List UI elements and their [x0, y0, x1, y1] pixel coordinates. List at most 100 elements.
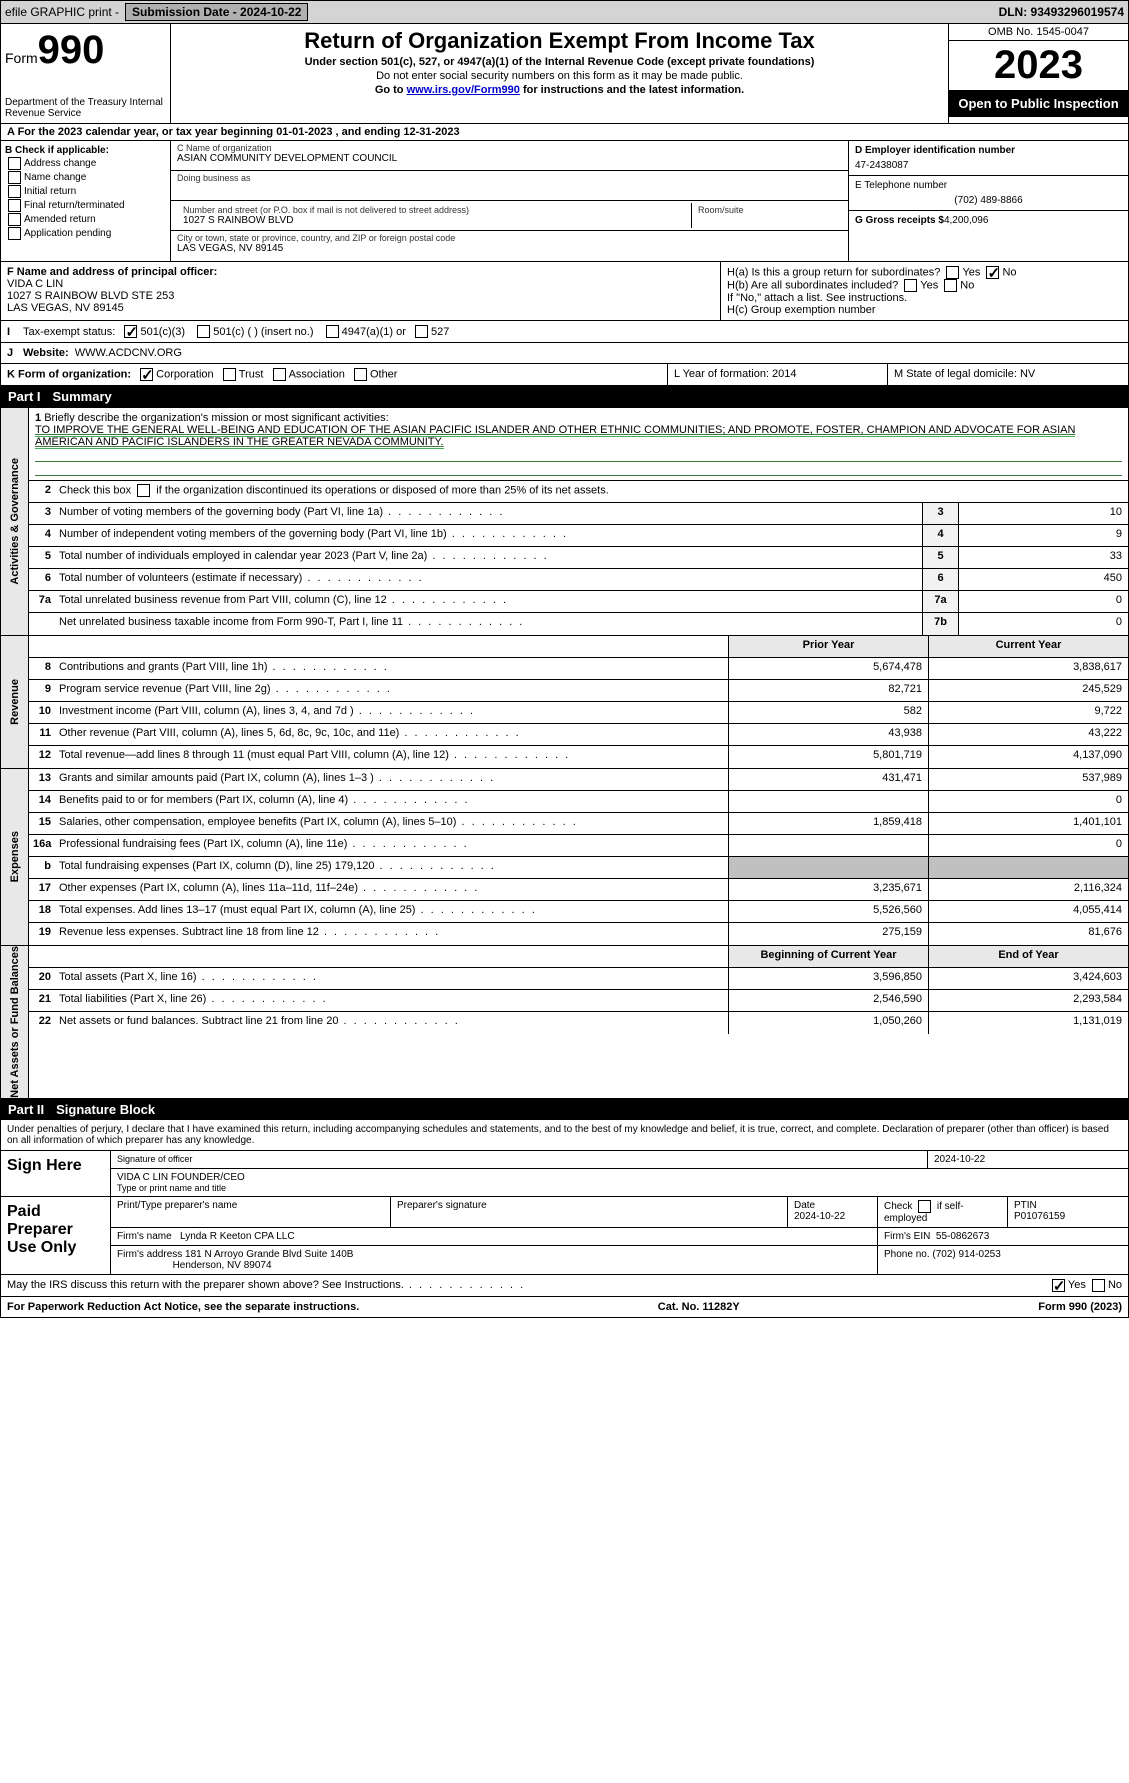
expense-row: 15Salaries, other compensation, employee…: [29, 813, 1128, 835]
chk-trust[interactable]: [223, 368, 236, 381]
chk-address[interactable]: Address change: [5, 157, 166, 170]
form-org-row: K Form of organization: Corporation Trus…: [1, 364, 668, 385]
chk-527[interactable]: [415, 325, 428, 338]
expenses-section: Expenses 13Grants and similar amounts pa…: [0, 769, 1129, 946]
row-a: A For the 2023 calendar year, or tax yea…: [0, 124, 1129, 141]
ein-value: 47-2438087: [855, 160, 1122, 171]
firm-addr1: 181 N Arroyo Grande Blvd Suite 140B: [185, 1249, 353, 1260]
discuss-row: May the IRS discuss this return with the…: [0, 1275, 1129, 1297]
sign-here-table: Sign Here Signature of officer2024-10-22…: [1, 1150, 1128, 1196]
chk-assoc[interactable]: [273, 368, 286, 381]
dept-label: Department of the Treasury Internal Reve…: [5, 97, 166, 119]
mission-text: TO IMPROVE THE GENERAL WELL-BEING AND ED…: [35, 424, 1075, 449]
row-f-h: F Name and address of principal officer:…: [0, 262, 1129, 321]
chk-501c[interactable]: [197, 325, 210, 338]
hb-no[interactable]: [944, 279, 957, 292]
cat-no: Cat. No. 11282Y: [658, 1301, 740, 1313]
netassets-row: 22Net assets or fund balances. Subtract …: [29, 1012, 1128, 1034]
year-formation: L Year of formation: 2014: [668, 364, 888, 385]
expense-row: bTotal fundraising expenses (Part IX, co…: [29, 857, 1128, 879]
col-d: D Employer identification number 47-2438…: [848, 141, 1128, 261]
chk-self-employed[interactable]: [918, 1200, 931, 1213]
revenue-section: Revenue Prior YearCurrent Year 8Contribu…: [0, 636, 1129, 769]
form-header: Form990 Department of the Treasury Inter…: [0, 24, 1129, 124]
paid-preparer-table: Paid Preparer Use Only Print/Type prepar…: [1, 1196, 1128, 1274]
org-name-row: C Name of organization ASIAN COMMUNITY D…: [171, 141, 848, 171]
efile-label: efile GRAPHIC print -: [5, 5, 119, 19]
chk-final[interactable]: Final return/terminated: [5, 199, 166, 212]
revenue-row: 11Other revenue (Part VIII, column (A), …: [29, 724, 1128, 746]
firm-addr2: Henderson, NV 89074: [173, 1260, 272, 1271]
expense-row: 18Total expenses. Add lines 13–17 (must …: [29, 901, 1128, 923]
discuss-no[interactable]: [1092, 1279, 1105, 1292]
irs-link[interactable]: www.irs.gov/Form990: [407, 84, 520, 96]
expense-row: 16aProfessional fundraising fees (Part I…: [29, 835, 1128, 857]
city-state-zip: LAS VEGAS, NV 89145: [177, 243, 842, 254]
vtab-netassets: Net Assets or Fund Balances: [1, 946, 29, 1098]
col-b-header: B Check if applicable:: [5, 145, 166, 156]
form-id-cell: Form990 Department of the Treasury Inter…: [1, 24, 171, 123]
signature-block: Under penalties of perjury, I declare th…: [0, 1120, 1129, 1275]
website-row: J Website: WWW.ACDCNV.ORG: [0, 343, 1129, 364]
omb-number: OMB No. 1545-0047: [949, 24, 1128, 41]
chk-pending[interactable]: Application pending: [5, 227, 166, 240]
chk-501c3[interactable]: [124, 325, 137, 338]
gov-row: 5Total number of individuals employed in…: [29, 547, 1128, 569]
officer-addr1: 1027 S RAINBOW BLVD STE 253: [7, 290, 714, 302]
form-number: 990: [38, 28, 105, 72]
revenue-row: 8Contributions and grants (Part VIII, li…: [29, 658, 1128, 680]
paid-preparer-label: Paid Preparer Use Only: [1, 1197, 111, 1274]
tax-year: 2023: [949, 41, 1128, 90]
vtab-expenses: Expenses: [1, 769, 29, 945]
form-990-page: efile GRAPHIC print - Submission Date - …: [0, 0, 1129, 1318]
telephone-value: (702) 489-8866: [855, 195, 1122, 206]
part-2-header: Part II Signature Block: [0, 1099, 1129, 1120]
expense-row: 14Benefits paid to or for members (Part …: [29, 791, 1128, 813]
gov-row: Net unrelated business taxable income fr…: [29, 613, 1128, 635]
netassets-row: 21Total liabilities (Part X, line 26)2,5…: [29, 990, 1128, 1012]
netassets-section: Net Assets or Fund Balances Beginning of…: [0, 946, 1129, 1099]
subtitle-3: Go to www.irs.gov/Form990 for instructio…: [177, 84, 942, 96]
chk-initial[interactable]: Initial return: [5, 185, 166, 198]
gov-row: 3Number of voting members of the governi…: [29, 503, 1128, 525]
chk-4947[interactable]: [326, 325, 339, 338]
org-name: ASIAN COMMUNITY DEVELOPMENT COUNCIL: [177, 153, 842, 164]
subtitle-2: Do not enter social security numbers on …: [177, 70, 942, 82]
page-footer: For Paperwork Reduction Act Notice, see …: [0, 1297, 1129, 1318]
chk-name-change[interactable]: Name change: [5, 171, 166, 184]
firm-phone: (702) 914-0253: [932, 1249, 1000, 1260]
ha-yes[interactable]: [946, 266, 959, 279]
city-row: City or town, state or province, country…: [171, 231, 848, 261]
end-year-hdr: End of Year: [928, 946, 1128, 967]
submission-button[interactable]: Submission Date - 2024-10-22: [125, 3, 308, 21]
chk-discontinued[interactable]: [137, 484, 150, 497]
grid-bcd: B Check if applicable: Address change Na…: [0, 141, 1129, 262]
inspection-badge: Open to Public Inspection: [949, 90, 1128, 117]
col-b: B Check if applicable: Address change Na…: [1, 141, 171, 261]
chk-amended[interactable]: Amended return: [5, 213, 166, 226]
telephone-row: E Telephone number (702) 489-8866: [849, 176, 1128, 211]
firm-name: Lynda R Keeton CPA LLC: [180, 1231, 295, 1242]
row-klm: K Form of organization: Corporation Trus…: [0, 364, 1129, 386]
col-c: C Name of organization ASIAN COMMUNITY D…: [171, 141, 848, 261]
h-cell: H(a) Is this a group return for subordin…: [721, 262, 1128, 320]
revenue-row: 10Investment income (Part VIII, column (…: [29, 702, 1128, 724]
year-cell: OMB No. 1545-0047 2023 Open to Public In…: [948, 24, 1128, 123]
gov-row: 4Number of independent voting members of…: [29, 525, 1128, 547]
expense-row: 17Other expenses (Part IX, column (A), l…: [29, 879, 1128, 901]
address-row: Number and street (or P.O. box if mail i…: [171, 201, 848, 231]
firm-ein: 55-0862673: [936, 1231, 989, 1242]
ha-no[interactable]: [986, 266, 999, 279]
website-value: WWW.ACDCNV.ORG: [75, 347, 182, 359]
chk-other[interactable]: [354, 368, 367, 381]
gross-receipts-row: G Gross receipts $4,200,096: [849, 211, 1128, 230]
officer-name: VIDA C LIN: [7, 278, 714, 290]
tax-exempt-row: I Tax-exempt status: 501(c)(3) 501(c) ( …: [0, 321, 1129, 343]
vtab-revenue: Revenue: [1, 636, 29, 768]
form-title: Return of Organization Exempt From Incom…: [177, 28, 942, 54]
activities-section: Activities & Governance 1 Briefly descri…: [0, 407, 1129, 636]
chk-corp[interactable]: [140, 368, 153, 381]
gov-row: 6Total number of volunteers (estimate if…: [29, 569, 1128, 591]
discuss-yes[interactable]: [1052, 1279, 1065, 1292]
hb-yes[interactable]: [904, 279, 917, 292]
